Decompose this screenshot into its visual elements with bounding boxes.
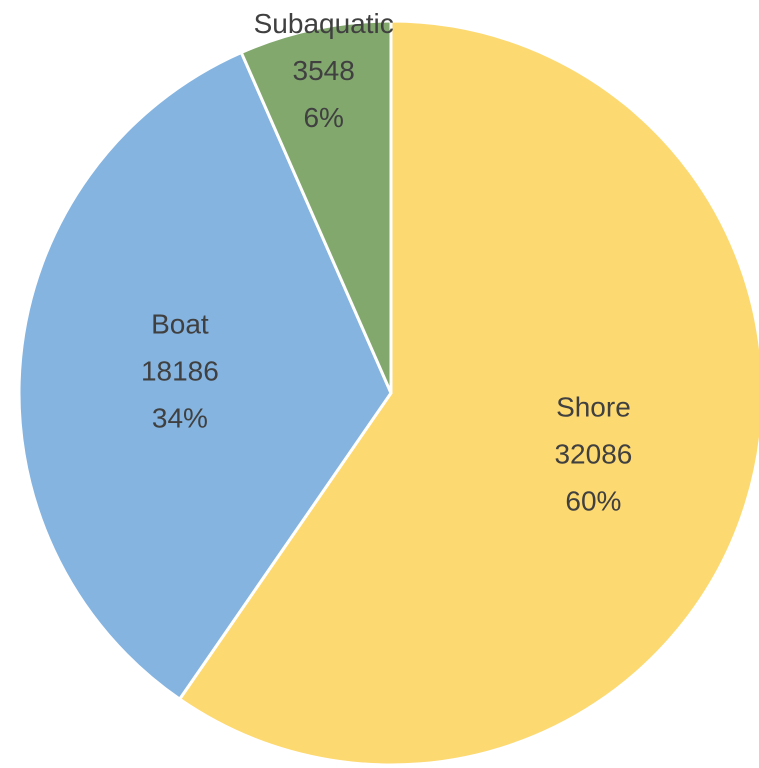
pie-slice [178, 19, 759, 767]
slice-value-label: 3548 [293, 55, 355, 86]
slice-category-label: Boat [151, 308, 209, 339]
slice-value-label: 18186 [141, 355, 219, 386]
pie-slice [17, 50, 393, 701]
slice-category-label: Shore [556, 391, 631, 422]
slice-category-label: Subaquatic [254, 8, 394, 39]
slice-percent-label: 6% [303, 102, 343, 133]
slice-percent-label: 60% [565, 485, 621, 516]
slice-value-label: 32086 [554, 438, 632, 469]
slice-percent-label: 34% [152, 402, 208, 433]
pie-slice [239, 19, 393, 395]
